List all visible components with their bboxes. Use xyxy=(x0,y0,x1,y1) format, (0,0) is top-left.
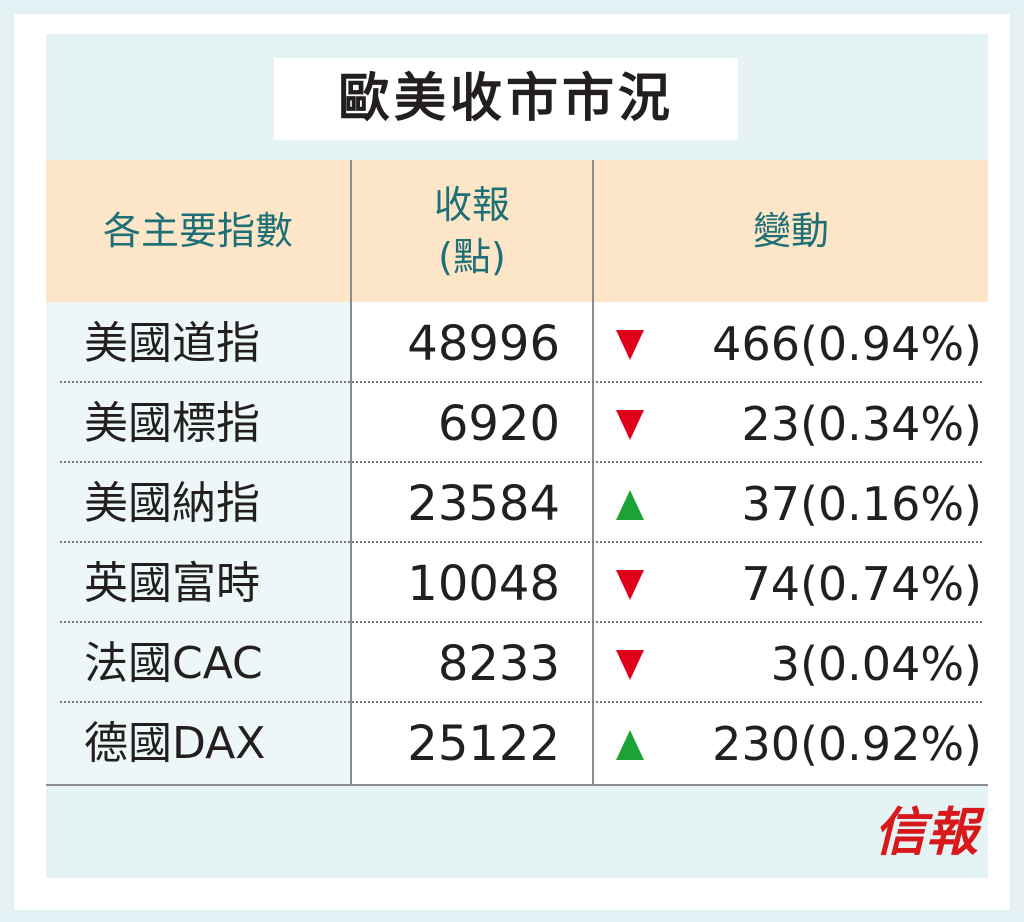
column-divider xyxy=(350,160,352,784)
row-divider xyxy=(60,381,982,383)
change-value: 230(0.92%) xyxy=(712,717,982,771)
row-divider xyxy=(60,701,982,703)
header-close-unit: (點) xyxy=(438,235,506,279)
change-value: 466(0.94%) xyxy=(712,317,982,371)
down-arrow-icon xyxy=(616,650,644,680)
index-name: 美國納指 xyxy=(84,478,260,529)
down-arrow-icon xyxy=(616,410,644,440)
table-row: 英國富時 10048 74(0.74%) xyxy=(46,544,988,624)
down-arrow-icon xyxy=(616,570,644,600)
change-value: 37(0.16%) xyxy=(741,477,982,531)
down-arrow-icon xyxy=(616,330,644,360)
close-value: 48996 xyxy=(407,316,560,372)
header-index-label: 各主要指數 xyxy=(102,209,293,253)
table-row: 德國DAX 25122 230(0.92%) xyxy=(46,704,988,784)
index-name: 德國DAX xyxy=(84,718,266,769)
table-row: 美國納指 23584 37(0.16%) xyxy=(46,464,988,544)
close-value: 8233 xyxy=(437,636,560,692)
table-bottom-border xyxy=(46,784,988,786)
close-value: 23584 xyxy=(407,476,560,532)
table-row: 法國CAC 8233 3(0.04%) xyxy=(46,624,988,704)
change-value: 3(0.04%) xyxy=(770,637,982,691)
index-name: 美國道指 xyxy=(84,318,260,369)
header-close-label: 收報 xyxy=(433,183,510,227)
close-value: 10048 xyxy=(407,556,560,612)
close-value: 25122 xyxy=(407,716,560,772)
row-divider xyxy=(60,461,982,463)
header-close: 收報 (點) xyxy=(352,160,592,302)
hkej-logo: 信報 xyxy=(873,802,978,863)
table-row: 美國標指 6920 23(0.34%) xyxy=(46,384,988,464)
column-divider xyxy=(592,160,594,784)
up-arrow-icon xyxy=(616,730,644,760)
title-box xyxy=(274,58,738,140)
index-name: 美國標指 xyxy=(84,398,260,449)
up-arrow-icon xyxy=(616,490,644,520)
header-change-label: 變動 xyxy=(752,209,829,253)
table-row: 美國道指 48996 466(0.94%) xyxy=(46,304,988,384)
index-name: 法國CAC xyxy=(84,638,263,689)
index-name: 英國富時 xyxy=(84,558,260,609)
header-index: 各主要指數 xyxy=(46,160,350,302)
header-change: 變動 xyxy=(594,160,988,302)
page-title: 歐美收市市況 xyxy=(337,69,674,129)
row-divider xyxy=(60,541,982,543)
close-value: 6920 xyxy=(437,396,560,452)
change-value: 23(0.34%) xyxy=(741,397,982,451)
row-divider xyxy=(60,621,982,623)
change-value: 74(0.74%) xyxy=(741,557,982,611)
table-header xyxy=(46,160,988,302)
